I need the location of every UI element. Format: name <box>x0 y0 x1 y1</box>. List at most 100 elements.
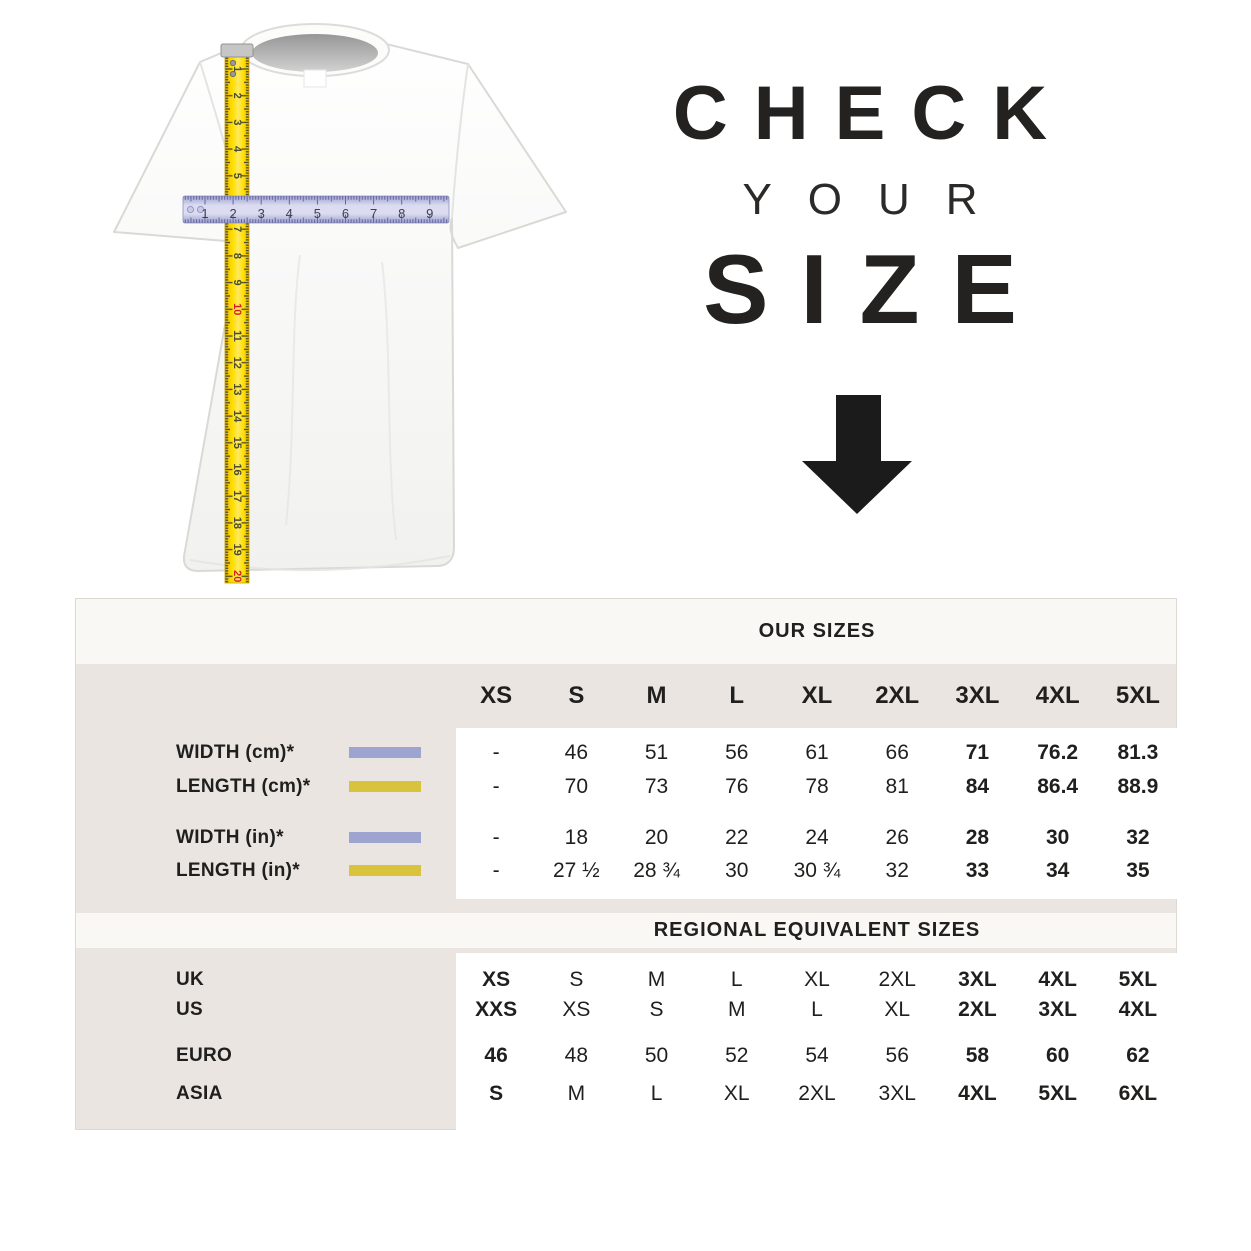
size-value: S <box>569 968 584 991</box>
size-value: 54 <box>805 1044 829 1067</box>
size-column-header: 4XL <box>1035 682 1080 709</box>
row-length-in: LENGTH (in)* - 27 ½ 28 ¾ 30 30 ¾ 32 33 34 35 <box>76 854 1178 888</box>
svg-text:1: 1 <box>201 206 208 221</box>
row-width-cm: WIDTH (cm)* - 46 51 56 61 66 71 76.2 81.3 <box>76 736 1178 770</box>
size-value: 2XL <box>878 968 916 991</box>
svg-text:2: 2 <box>229 206 236 221</box>
size-value: 22 <box>725 826 749 849</box>
svg-text:4: 4 <box>286 206 293 221</box>
size-value: L <box>730 968 743 991</box>
regional-sizes-header-band: REGIONAL EQUIVALENT SIZES <box>76 913 1176 948</box>
down-arrow-icon <box>802 395 912 514</box>
size-value: 48 <box>564 1044 588 1067</box>
svg-text:5: 5 <box>231 173 243 179</box>
size-value: 60 <box>1045 1044 1070 1067</box>
neck-label-tag <box>303 69 327 88</box>
size-column-header: M <box>646 682 667 709</box>
row-values: - 70 73 76 78 81 84 86.4 88.9 <box>456 770 1178 804</box>
size-value: 4XL <box>1038 968 1077 991</box>
row-label: UK <box>176 969 205 990</box>
size-column-header: XS <box>480 682 513 709</box>
size-value: 73 <box>644 775 669 798</box>
size-value: 76 <box>725 775 749 798</box>
row-label: LENGTH (in)* <box>176 860 300 881</box>
size-value: 20 <box>644 826 669 849</box>
size-value: XL <box>804 968 830 991</box>
size-value: - <box>492 775 500 798</box>
our-sizes-header-band: OUR SIZES <box>76 599 1176 664</box>
size-header-row: XS S M L XL 2XL 3XL 4XL 5XL <box>456 664 1178 728</box>
size-value: 3XL <box>1038 998 1077 1021</box>
size-chart-table: OUR SIZES XS S M L XL 2XL 3XL 4XL 5XL WIDTH (cm)… <box>75 598 1178 1131</box>
size-value: 46 <box>564 741 588 764</box>
size-value: 3XL <box>878 1082 916 1105</box>
regional-panel <box>456 953 1178 1131</box>
size-value: 28 ¾ <box>633 859 680 882</box>
headline-size: SIZE <box>703 234 1049 344</box>
row-width-in: WIDTH (in)* - 18 20 22 24 26 28 30 32 <box>76 821 1178 855</box>
svg-text:5: 5 <box>314 206 321 221</box>
size-value: 61 <box>805 741 829 764</box>
size-value: 28 <box>965 826 990 849</box>
size-value: 86.4 <box>1037 775 1079 798</box>
svg-text:3: 3 <box>231 119 243 125</box>
svg-text:15: 15 <box>231 437 243 449</box>
svg-text:1: 1 <box>231 66 243 72</box>
svg-text:12: 12 <box>231 357 243 369</box>
size-value: 46 <box>484 1044 508 1067</box>
row-values: - 27 ½ 28 ¾ 30 30 ¾ 32 33 34 35 <box>456 854 1178 888</box>
size-value: 26 <box>885 826 909 849</box>
row-values: 46 48 50 52 54 56 58 60 62 <box>456 1039 1178 1073</box>
row-label: LENGTH (cm)* <box>176 776 311 797</box>
collar-opening <box>252 34 378 72</box>
svg-text:8: 8 <box>398 206 405 221</box>
svg-text:19: 19 <box>231 543 243 555</box>
length-color-swatch <box>349 865 421 876</box>
size-value: - <box>492 826 500 849</box>
svg-text:8: 8 <box>231 253 243 259</box>
row-label: US <box>176 999 203 1020</box>
size-value: XL <box>723 1082 750 1105</box>
svg-text:7: 7 <box>370 206 377 221</box>
row-uk: UK XS S M L XL 2XL 3XL 4XL 5XL <box>76 963 1178 997</box>
size-value: 35 <box>1126 859 1150 882</box>
ruler-numbers: 1 2 3 4 5 6 7 8 9 <box>201 206 433 221</box>
svg-text:7: 7 <box>231 226 243 232</box>
svg-text:9: 9 <box>426 206 433 221</box>
size-value: 66 <box>885 741 909 764</box>
headline-your: YOUR <box>742 175 1014 224</box>
size-value: XL <box>884 998 911 1021</box>
size-column-header: S <box>568 682 585 709</box>
width-color-swatch <box>349 832 421 843</box>
size-value: XXS <box>475 998 518 1021</box>
size-value: 6XL <box>1118 1082 1158 1105</box>
svg-text:6: 6 <box>342 206 349 221</box>
row-label: WIDTH (in)* <box>176 827 284 848</box>
svg-text:18: 18 <box>231 517 243 529</box>
tshirt-shape <box>113 23 567 572</box>
svg-text:16: 16 <box>231 463 243 475</box>
size-value: 27 ½ <box>552 859 600 882</box>
svg-text:4: 4 <box>231 146 243 153</box>
size-value: 76.2 <box>1037 741 1079 764</box>
svg-text:11: 11 <box>231 330 243 342</box>
size-value: 51 <box>644 741 669 764</box>
svg-text:20: 20 <box>231 570 243 582</box>
size-value: 4XL <box>1118 998 1158 1021</box>
size-value: XS <box>482 968 511 991</box>
our-sizes-title: OUR SIZES <box>758 620 876 642</box>
tape-metal-clip <box>220 43 254 58</box>
size-value: 32 <box>1126 826 1150 849</box>
size-value: - <box>492 859 500 882</box>
tshirt-illustration: 1234567891011121314151617181920 12345678… <box>113 23 567 584</box>
size-value: 30 ¾ <box>793 859 841 882</box>
row-euro: EURO 46 48 50 52 54 56 58 60 62 <box>76 1039 1178 1073</box>
row-values: XXS XS S M L XL 2XL 3XL 4XL <box>456 993 1178 1027</box>
size-value: 81.3 <box>1117 741 1159 764</box>
svg-text:3: 3 <box>258 206 265 221</box>
size-value: 33 <box>965 859 990 882</box>
size-column-header: 2XL <box>875 682 920 709</box>
size-value: 52 <box>725 1044 749 1067</box>
size-value: S <box>649 998 664 1021</box>
